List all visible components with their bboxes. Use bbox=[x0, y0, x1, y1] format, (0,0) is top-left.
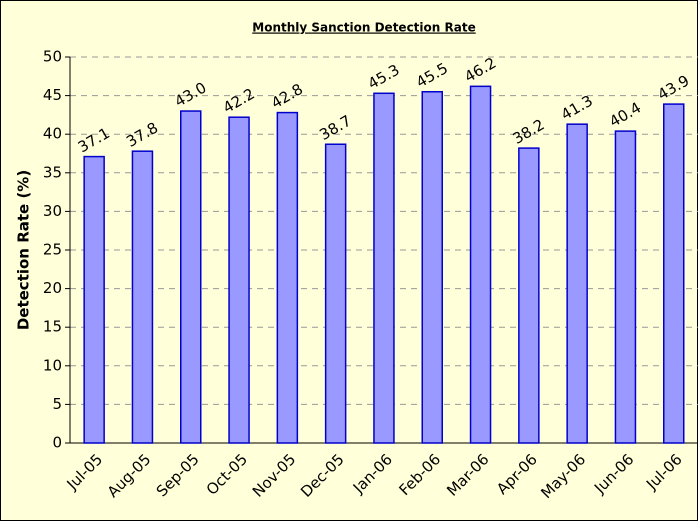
bar bbox=[131, 150, 154, 444]
y-tick-label: 0 bbox=[52, 434, 62, 452]
y-tick-label: 20 bbox=[43, 279, 62, 297]
bar bbox=[180, 110, 202, 444]
y-tick-label: 5 bbox=[52, 395, 62, 413]
bar bbox=[469, 85, 492, 444]
bar bbox=[421, 90, 443, 444]
bar bbox=[324, 143, 347, 444]
chart-title: Monthly Sanction Detection Rate bbox=[252, 21, 475, 35]
y-axis-label: Detection Rate (%) bbox=[15, 170, 33, 330]
bar bbox=[663, 103, 685, 444]
y-tick-label: 50 bbox=[43, 48, 62, 66]
bar bbox=[373, 92, 395, 444]
bar bbox=[566, 123, 588, 444]
y-tick-label: 25 bbox=[43, 241, 62, 259]
y-tick-label: 10 bbox=[43, 356, 62, 374]
bar bbox=[228, 116, 250, 444]
bar bbox=[614, 130, 637, 444]
y-tick-label: 45 bbox=[43, 86, 62, 104]
y-tick-label: 35 bbox=[43, 163, 62, 181]
bar bbox=[83, 155, 105, 444]
bar bbox=[276, 111, 299, 444]
y-tick-label: 15 bbox=[43, 318, 62, 336]
y-tick-label: 40 bbox=[43, 125, 62, 143]
y-tick-label: 30 bbox=[43, 202, 62, 220]
bar bbox=[518, 147, 540, 444]
